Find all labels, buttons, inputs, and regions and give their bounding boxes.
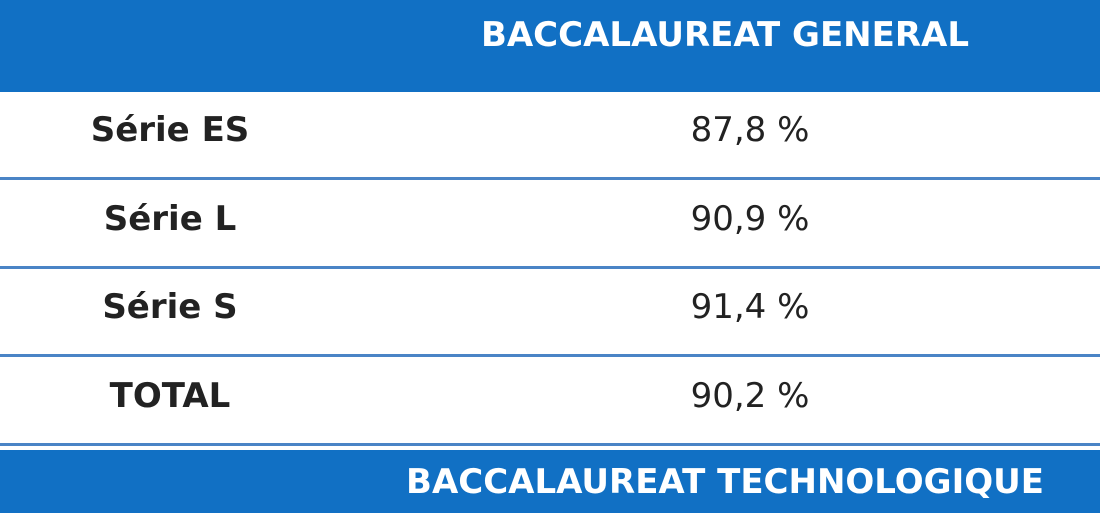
cell-value: 90,9 %	[690, 199, 810, 239]
table-row: Série S 91,4 %	[0, 269, 1100, 357]
cell-value: 91,4 %	[690, 287, 810, 327]
header-cell: BACCALAUREAT TECHNOLOGIQUE	[406, 462, 1044, 502]
row-label: Série S	[102, 287, 238, 327]
table-row: Série L 90,9 %	[0, 181, 1100, 269]
row-label: Série L	[103, 199, 237, 239]
table-row: Série ES 87,8 %	[0, 92, 1100, 180]
table-row: TOTAL 90,2 %	[0, 358, 1100, 446]
row-label: TOTAL	[109, 376, 231, 416]
row-label: Série ES	[90, 110, 250, 150]
header-row: BACCALAUREAT GENERAL	[0, 0, 1100, 92]
cell-value: 87,8 %	[690, 110, 810, 150]
header-cell: BACCALAUREAT GENERAL	[480, 15, 970, 55]
cell-value: 90,2 %	[690, 376, 810, 416]
header-row: BACCALAUREAT TECHNOLOGIQUE	[0, 450, 1100, 513]
